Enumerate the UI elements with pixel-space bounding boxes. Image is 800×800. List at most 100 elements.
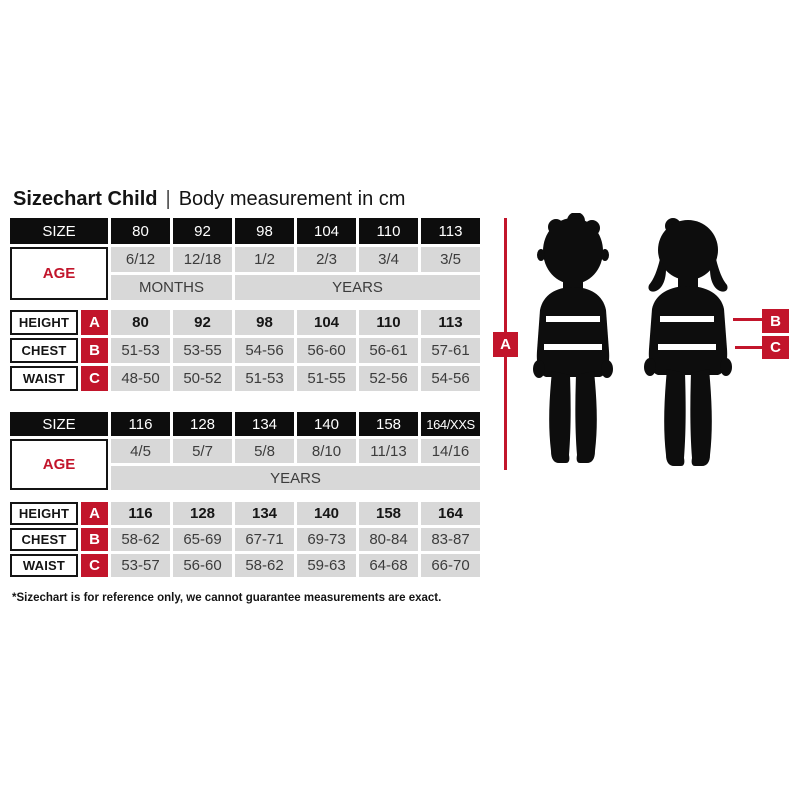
value-cell: 80 bbox=[111, 310, 170, 335]
value-cell: 66-70 bbox=[421, 554, 480, 577]
age-cell: 14/16 bbox=[421, 439, 480, 463]
row-label-chest: CHEST B bbox=[10, 528, 108, 551]
title-subtitle: Body measurement in cm bbox=[178, 188, 406, 210]
age-cell: 4/5 bbox=[111, 439, 170, 463]
size-header-label: SIZE bbox=[10, 412, 108, 436]
size-cell: 116 bbox=[111, 412, 170, 436]
age-unit-cell: MONTHS bbox=[111, 275, 232, 300]
value-cell: 92 bbox=[173, 310, 232, 335]
value-cell: 56-60 bbox=[297, 338, 356, 363]
value-cell: 51-55 bbox=[297, 366, 356, 391]
value-cell: 80-84 bbox=[359, 528, 418, 551]
value-cell: 48-50 bbox=[111, 366, 170, 391]
value-cell: 64-68 bbox=[359, 554, 418, 577]
value-cell: 57-61 bbox=[421, 338, 480, 363]
age-cell: 3/4 bbox=[359, 247, 418, 272]
size-header-label: SIZE bbox=[10, 218, 108, 244]
age-cell: 8/10 bbox=[297, 439, 356, 463]
age-cell: 5/8 bbox=[235, 439, 294, 463]
value-cell: 98 bbox=[235, 310, 294, 335]
girl-waist-band bbox=[658, 344, 716, 350]
value-cell: 58-62 bbox=[235, 554, 294, 577]
title-main: Sizechart Child bbox=[13, 188, 158, 210]
size-cell: 92 bbox=[173, 218, 232, 244]
height-label: HEIGHT bbox=[10, 502, 78, 525]
waist-measure-line bbox=[735, 346, 762, 349]
age-unit-cell: YEARS bbox=[111, 466, 480, 490]
value-cell: 69-73 bbox=[297, 528, 356, 551]
row-label-waist: WAIST C bbox=[10, 366, 108, 391]
value-cell: 56-61 bbox=[359, 338, 418, 363]
figure-marker-c-badge: C bbox=[762, 336, 789, 359]
marker-a-badge: A bbox=[81, 310, 108, 335]
value-cell: 54-56 bbox=[421, 366, 480, 391]
value-cell: 53-55 bbox=[173, 338, 232, 363]
value-cell: 104 bbox=[297, 310, 356, 335]
age-unit-cell: YEARS bbox=[235, 275, 480, 300]
size-cell: 128 bbox=[173, 412, 232, 436]
value-cell: 134 bbox=[235, 502, 294, 525]
figure-marker-b-badge: B bbox=[762, 309, 789, 333]
title-separator: | bbox=[165, 188, 171, 210]
age-header-label: AGE bbox=[10, 247, 108, 300]
figure-marker-a-badge: A bbox=[493, 332, 518, 357]
age-cell: 1/2 bbox=[235, 247, 294, 272]
size-cell: 158 bbox=[359, 412, 418, 436]
value-cell: 65-69 bbox=[173, 528, 232, 551]
chest-label: CHEST bbox=[10, 338, 78, 363]
boy-silhouette-icon bbox=[533, 213, 613, 463]
waist-label: WAIST bbox=[10, 366, 78, 391]
value-cell: 56-60 bbox=[173, 554, 232, 577]
row-label-height: HEIGHT A bbox=[10, 310, 108, 335]
value-cell: 51-53 bbox=[111, 338, 170, 363]
size-cell: 140 bbox=[297, 412, 356, 436]
size-cell: 110 bbox=[359, 218, 418, 244]
waist-label: WAIST bbox=[10, 554, 78, 577]
chest-label: CHEST bbox=[10, 528, 78, 551]
row-label-waist: WAIST C bbox=[10, 554, 108, 577]
marker-c-badge: C bbox=[81, 554, 108, 577]
boy-chest-band bbox=[546, 316, 600, 322]
row-label-height: HEIGHT A bbox=[10, 502, 108, 525]
chest-measure-line bbox=[733, 318, 762, 321]
value-cell: 140 bbox=[297, 502, 356, 525]
size-cell: 104 bbox=[297, 218, 356, 244]
size-cell: 134 bbox=[235, 412, 294, 436]
value-cell: 164 bbox=[421, 502, 480, 525]
value-cell: 158 bbox=[359, 502, 418, 525]
age-header-label: AGE bbox=[10, 439, 108, 490]
value-cell: 51-53 bbox=[235, 366, 294, 391]
size-cell: 98 bbox=[235, 218, 294, 244]
age-cell: 12/18 bbox=[173, 247, 232, 272]
girl-chest-band bbox=[660, 316, 714, 322]
row-label-chest: CHEST B bbox=[10, 338, 108, 363]
age-cell: 6/12 bbox=[111, 247, 170, 272]
value-cell: 59-63 bbox=[297, 554, 356, 577]
age-cell: 5/7 bbox=[173, 439, 232, 463]
page-title: Sizechart Child | Body measurement in cm bbox=[13, 188, 405, 211]
value-cell: 128 bbox=[173, 502, 232, 525]
size-cell: 80 bbox=[111, 218, 170, 244]
value-cell: 67-71 bbox=[235, 528, 294, 551]
value-cell: 50-52 bbox=[173, 366, 232, 391]
age-cell: 3/5 bbox=[421, 247, 480, 272]
value-cell: 110 bbox=[359, 310, 418, 335]
value-cell: 58-62 bbox=[111, 528, 170, 551]
age-cell: 2/3 bbox=[297, 247, 356, 272]
height-label: HEIGHT bbox=[10, 310, 78, 335]
value-cell: 52-56 bbox=[359, 366, 418, 391]
marker-b-badge: B bbox=[81, 528, 108, 551]
marker-c-badge: C bbox=[81, 366, 108, 391]
boy-waist-band bbox=[544, 344, 602, 350]
value-cell: 116 bbox=[111, 502, 170, 525]
value-cell: 54-56 bbox=[235, 338, 294, 363]
size-cell: 113 bbox=[421, 218, 480, 244]
marker-b-badge: B bbox=[81, 338, 108, 363]
size-table-large: SIZE 116 128 134 140 158 164/XXS AGE 4/5… bbox=[10, 412, 480, 577]
value-cell: 83-87 bbox=[421, 528, 480, 551]
value-cell: 113 bbox=[421, 310, 480, 335]
footnote: *Sizechart is for reference only, we can… bbox=[12, 592, 442, 604]
marker-a-badge: A bbox=[81, 502, 108, 525]
size-table-small: SIZE 80 92 98 104 110 113 AGE 6/12 12/18… bbox=[10, 218, 480, 391]
